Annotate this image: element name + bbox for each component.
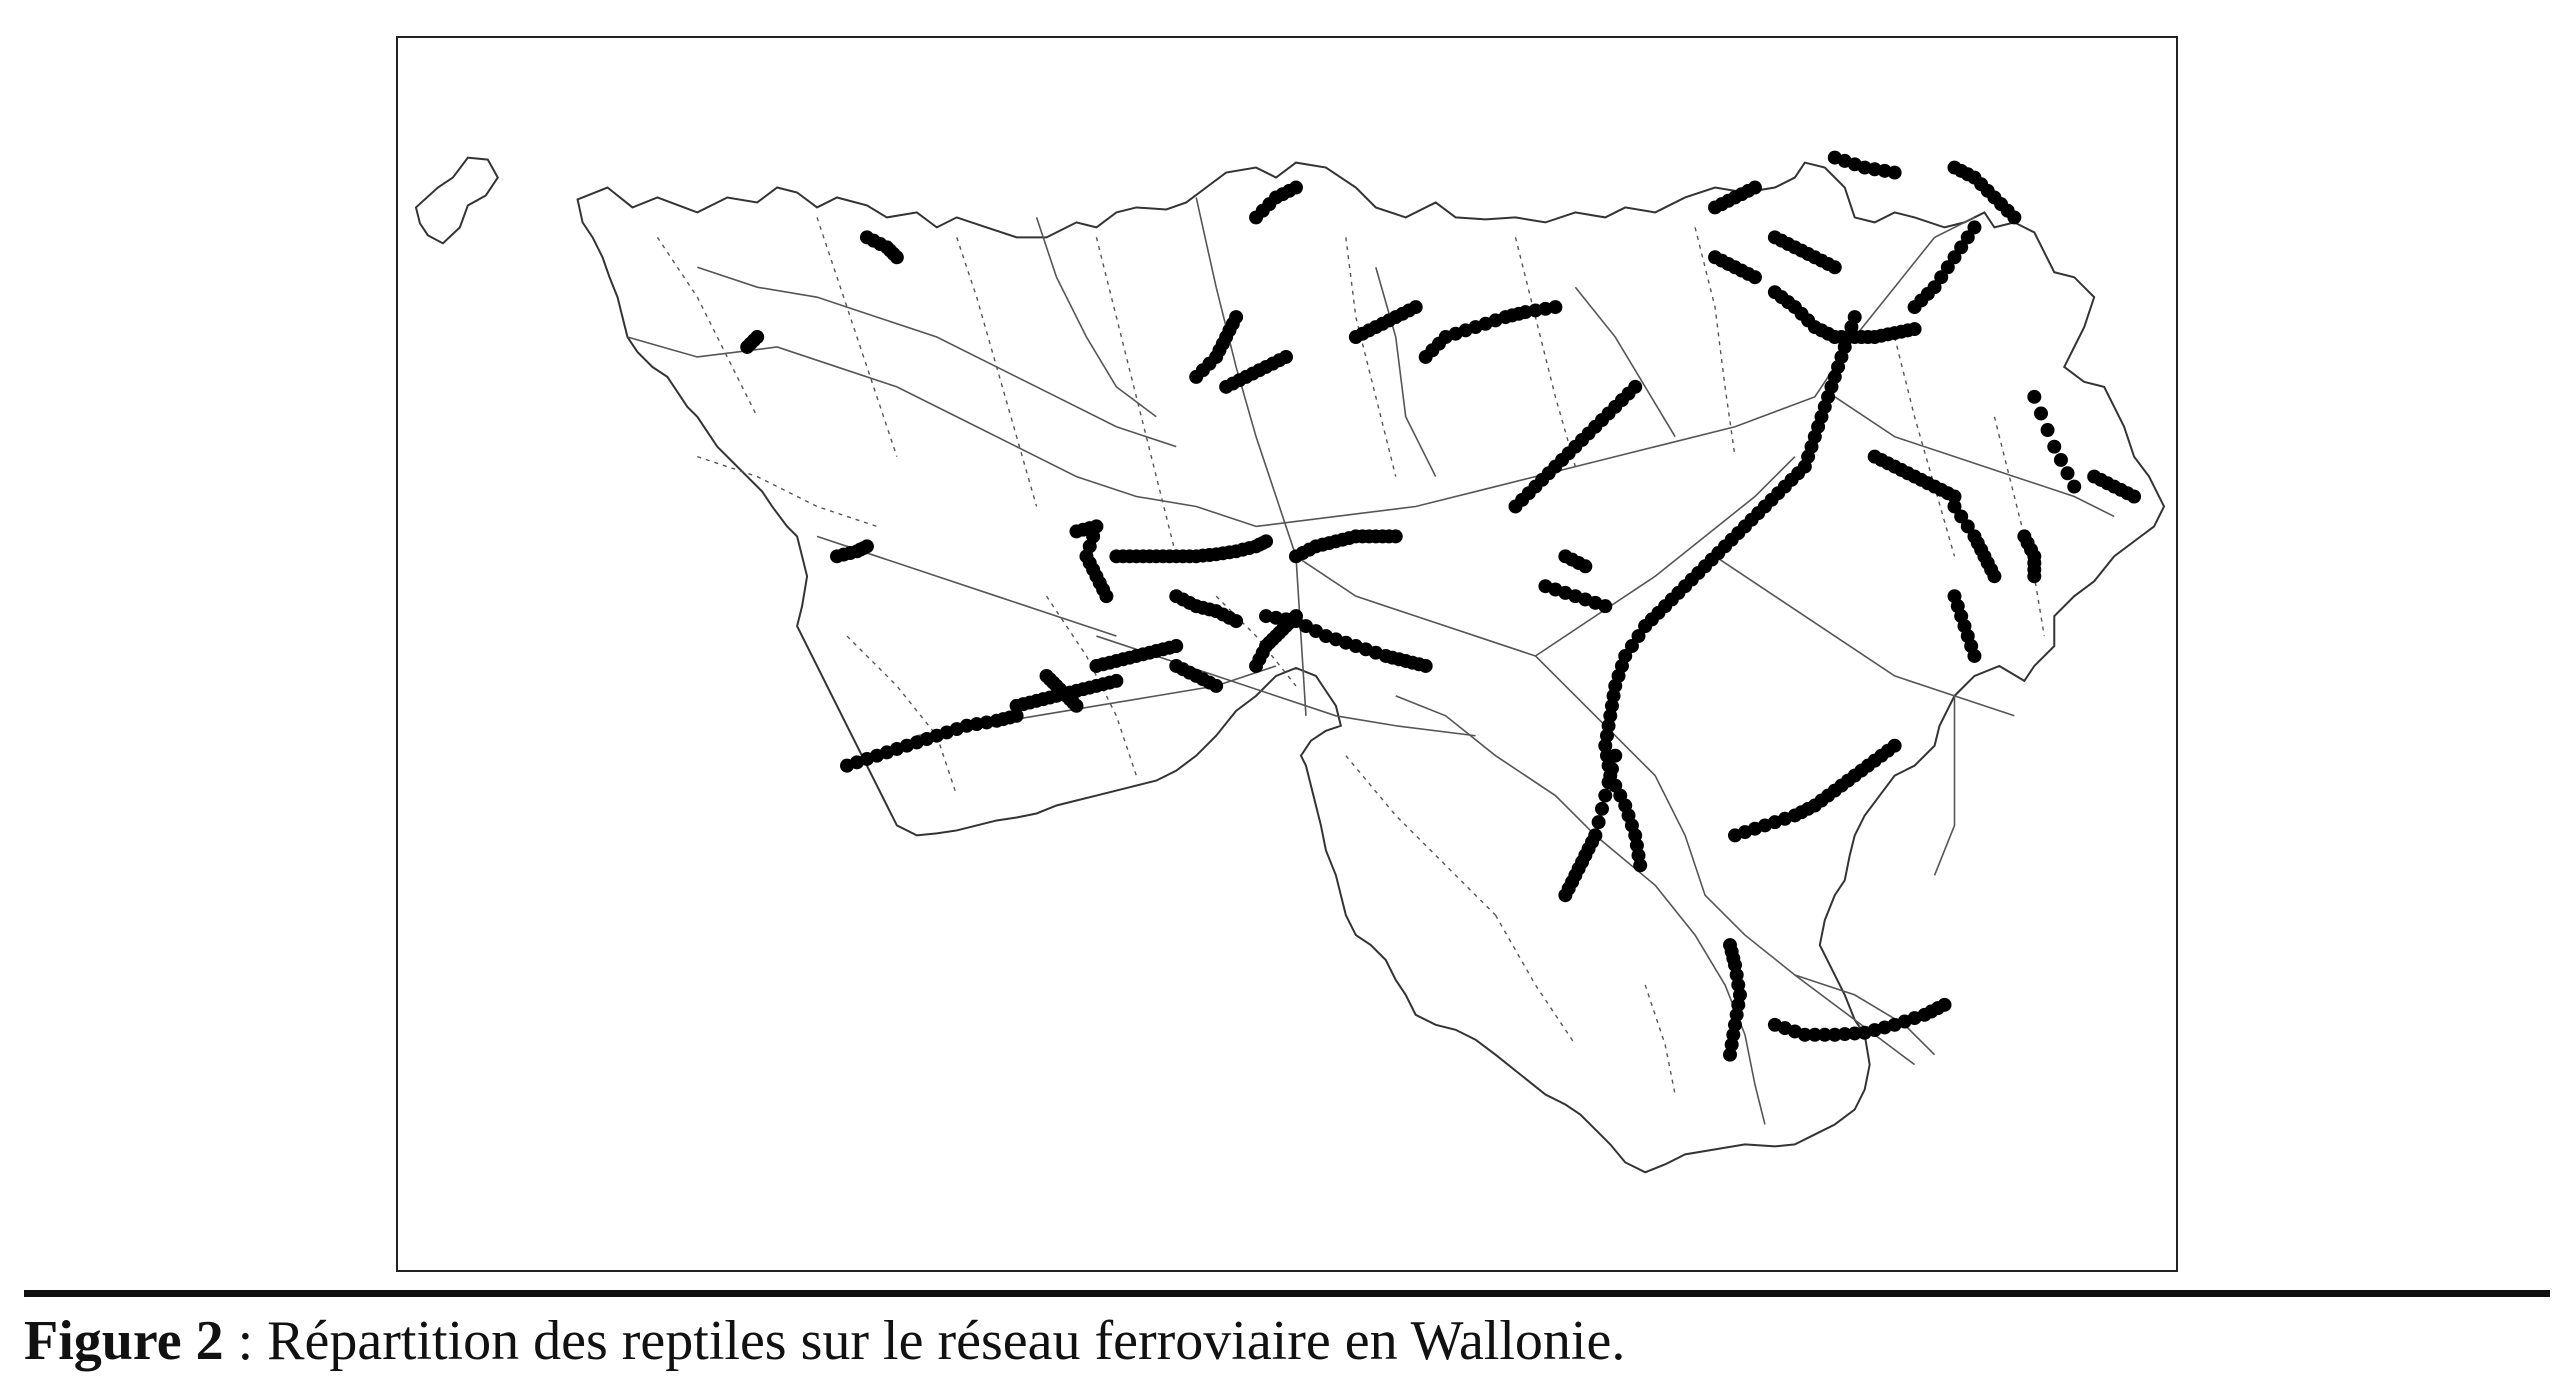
reptile-observation-marker	[1960, 230, 1975, 245]
reptile-observation-marker	[750, 330, 765, 345]
reptile-observation-marker	[1797, 1027, 1812, 1042]
reptile-observation-marker	[1954, 240, 1969, 255]
reptile-observation-marker	[1229, 614, 1244, 629]
reptile-observation-marker	[1887, 738, 1902, 753]
reptile-observation-marker	[1099, 589, 1114, 604]
reptile-observation-marker	[1598, 599, 1613, 614]
reptile-observation-marker	[1631, 629, 1646, 644]
reptile-observation-marker	[1259, 534, 1274, 549]
reptile-observation-marker	[1229, 310, 1244, 325]
reptile-observation-marker	[1638, 619, 1653, 634]
reptile-observation-marker	[1109, 673, 1124, 688]
caption-rule	[24, 1290, 2550, 1297]
reptile-observation-marker	[1723, 938, 1737, 953]
reptile-observation-marker	[2027, 569, 2042, 584]
reptile-observation-marker	[1598, 788, 1613, 803]
reptile-observation-marker	[1388, 529, 1403, 544]
reptile-observation-marker	[2060, 466, 2075, 481]
reptile-observation-marker	[1947, 250, 1962, 265]
reptile-observation-marker	[1987, 569, 2002, 584]
reptile-observation-marker	[1747, 270, 1762, 285]
reptile-observation-marker	[889, 250, 904, 265]
reptile-observation-marker	[1169, 639, 1184, 654]
reptile-observation-marker	[1947, 489, 1962, 504]
reptile-observation-marker	[1954, 509, 1969, 524]
reptile-observation-marker	[1960, 519, 1975, 534]
reptile-observation-marker	[2047, 439, 2062, 454]
reptile-observation-marker	[1947, 499, 1962, 514]
reptile-observation-marker	[1807, 1027, 1822, 1042]
reptile-observation-marker	[2027, 389, 2042, 404]
reptile-observation-marker	[1591, 815, 1606, 830]
map-frame	[396, 36, 2178, 1272]
exclave-outline	[414, 156, 499, 245]
reptile-observation-marker	[2007, 210, 2022, 225]
reptile-observation-marker	[1279, 349, 1293, 364]
reptile-observation-marker	[1847, 1026, 1862, 1041]
reptile-observation-marker	[1907, 300, 1922, 315]
reptile-observation-marker	[2127, 489, 2142, 504]
reptile-observation-marker	[1588, 828, 1603, 843]
reptile-observation-marker	[1747, 180, 1762, 195]
reptile-observation-marker	[2053, 452, 2068, 467]
reptile-observation-marker	[1288, 180, 1303, 195]
reptile-observation-marker	[1418, 658, 1433, 673]
reptile-observations	[740, 150, 2142, 1062]
caption-separator: :	[223, 1310, 268, 1372]
caption-text: Répartition des reptiles sur le réseau f…	[267, 1310, 1626, 1372]
reptile-observation-marker	[2067, 479, 2082, 494]
reptile-observation-marker	[1628, 379, 1643, 394]
figure-caption: Figure 2 : Répartition des reptiles sur …	[24, 1308, 1625, 1375]
reptile-observation-marker	[1633, 858, 1648, 873]
administrative-boundaries	[656, 217, 2045, 1095]
reptile-observation-marker	[1408, 300, 1423, 315]
reptile-observation-marker	[1967, 649, 1982, 663]
reptile-observation-marker	[1288, 609, 1303, 624]
reptile-observation-marker	[2040, 423, 2055, 438]
reptile-observation-marker	[1907, 322, 1922, 337]
reptile-observation-marker	[1209, 678, 1224, 693]
reptile-observation-marker	[1967, 220, 1982, 235]
reptile-observation-marker	[859, 539, 874, 554]
reptile-observation-marker	[1604, 761, 1619, 776]
reptile-observation-marker	[1595, 801, 1609, 816]
reptile-observation-marker	[1608, 748, 1623, 763]
reptile-observation-marker	[1934, 270, 1949, 285]
reptile-observation-marker	[1887, 165, 1902, 180]
reptile-observation-marker	[1548, 300, 1563, 315]
reptile-observation-marker	[1847, 310, 1862, 325]
reptile-observation-marker	[1069, 698, 1084, 713]
reptile-observation-marker	[2034, 406, 2048, 421]
reptile-observation-marker	[1937, 997, 1952, 1012]
reptile-observation-marker	[1827, 1027, 1842, 1042]
figure-label: Figure 2	[24, 1310, 224, 1372]
reptile-observation-marker	[1827, 260, 1842, 275]
reptile-observation-marker	[1578, 559, 1593, 574]
reptile-observation-marker	[1940, 260, 1955, 275]
reptile-observation-marker	[1837, 1027, 1852, 1042]
reptile-observation-marker	[1624, 639, 1639, 654]
wallonia-map	[414, 150, 2166, 1174]
reptile-observation-marker	[1009, 708, 1024, 723]
reptile-observation-marker	[1601, 775, 1616, 790]
reptile-observation-marker	[1817, 1027, 1832, 1042]
